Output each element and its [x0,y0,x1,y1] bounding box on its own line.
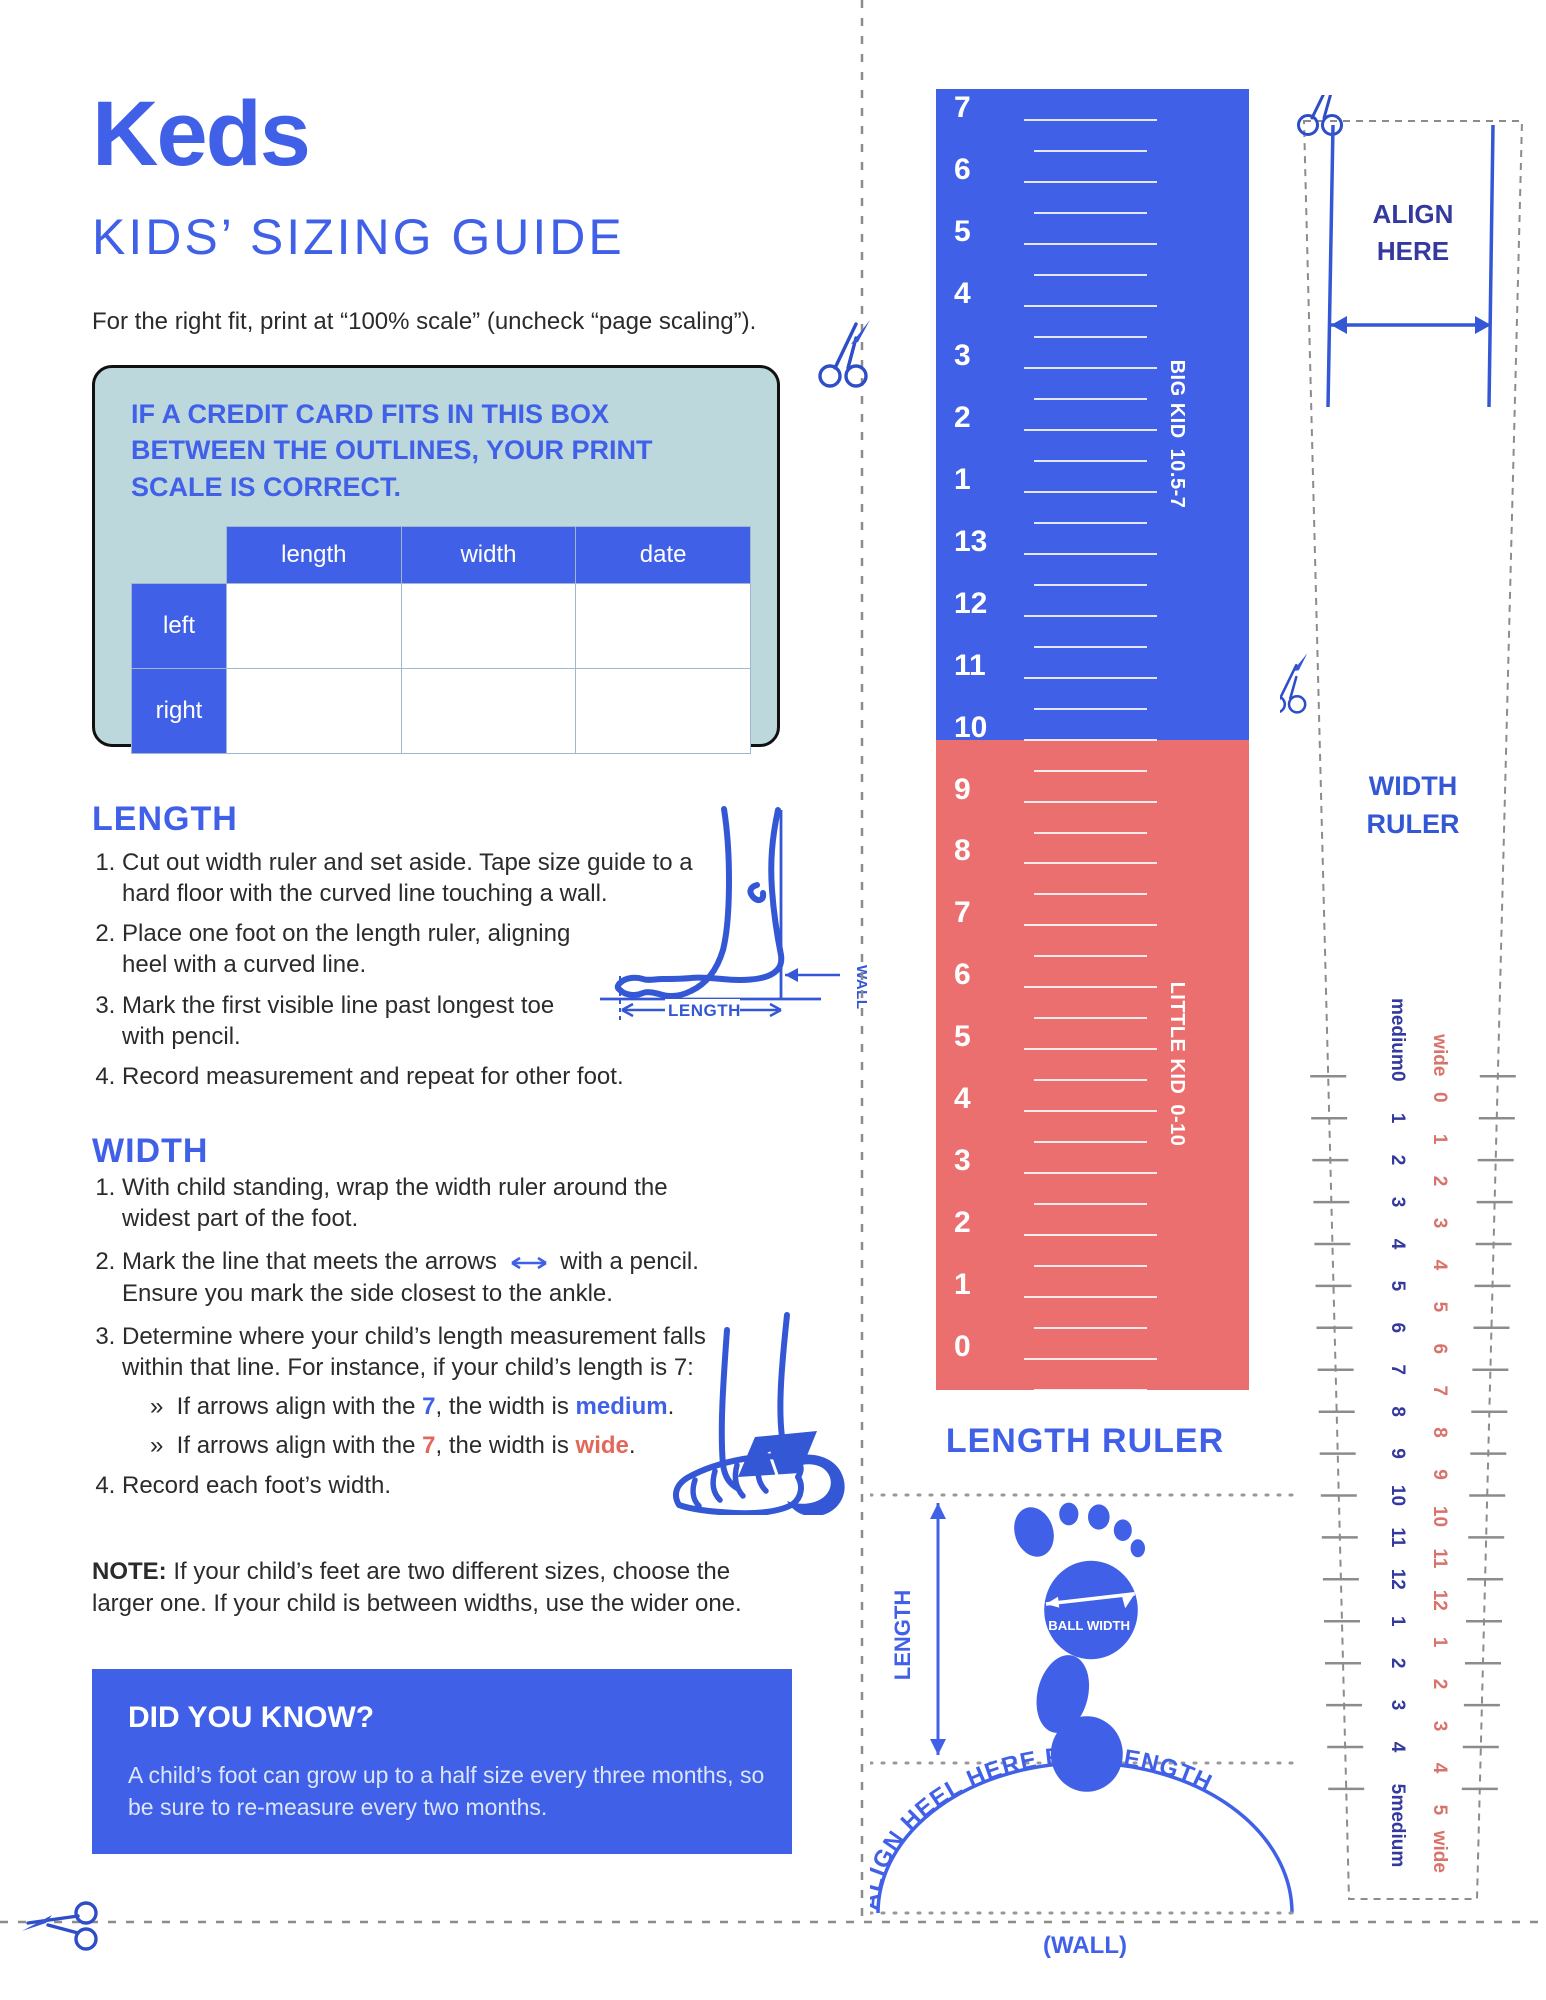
svg-text:1: 1 [1387,1113,1408,1124]
svg-text:3: 3 [1429,1721,1450,1732]
svg-text:LENGTH: LENGTH [890,1590,915,1680]
svg-text:3: 3 [1429,1218,1450,1229]
svg-text:BALL WIDTH: BALL WIDTH [1048,1618,1130,1633]
svg-text:12: 12 [1387,1569,1408,1590]
svg-text:RULER: RULER [1367,809,1460,839]
svg-text:0: 0 [1429,1092,1450,1103]
svg-text:medium: medium [1387,1794,1408,1867]
svg-text:12: 12 [1429,1590,1450,1611]
svg-text:4: 4 [1387,1742,1408,1753]
svg-text:6: 6 [1387,1323,1408,1334]
svg-text:9: 9 [1429,1469,1450,1480]
svg-text:WIDTH: WIDTH [1369,771,1457,801]
svg-text:5: 5 [1387,1784,1408,1795]
svg-text:11: 11 [1429,1548,1450,1569]
svg-text:4: 4 [1387,1239,1408,1250]
svg-text:10: 10 [1429,1506,1450,1527]
svg-text:7: 7 [1387,1364,1408,1375]
svg-text:7: 7 [1429,1385,1450,1396]
svg-text:3: 3 [1387,1700,1408,1711]
svg-text:5: 5 [1429,1805,1450,1816]
svg-text:ALIGN: ALIGN [1373,199,1454,229]
svg-text:4: 4 [1429,1260,1450,1271]
svg-text:wide: wide [1429,1830,1450,1873]
svg-text:6: 6 [1429,1344,1450,1355]
svg-text:0: 0 [1387,1071,1408,1082]
svg-text:LENGTH: LENGTH [668,1001,741,1020]
svg-text:5: 5 [1387,1281,1408,1292]
svg-text:9: 9 [1387,1448,1408,1459]
svg-text:HERE: HERE [1377,236,1449,266]
svg-text:2: 2 [1429,1679,1450,1690]
svg-text:5: 5 [1429,1302,1450,1313]
svg-text:(WALL): (WALL) [1043,1932,1127,1959]
svg-text:4: 4 [1429,1763,1450,1774]
svg-text:1: 1 [1387,1616,1408,1627]
svg-text:10: 10 [1387,1485,1408,1506]
svg-text:8: 8 [1387,1406,1408,1417]
svg-text:1: 1 [1429,1134,1450,1145]
svg-text:11: 11 [1387,1527,1408,1548]
svg-text:1: 1 [1429,1637,1450,1648]
svg-text:3: 3 [1387,1197,1408,1208]
svg-text:medium: medium [1387,998,1408,1071]
svg-text:wide: wide [1429,1033,1450,1076]
svg-text:2: 2 [1429,1176,1450,1187]
svg-text:8: 8 [1429,1427,1450,1438]
svg-text:2: 2 [1387,1155,1408,1166]
svg-text:2: 2 [1387,1658,1408,1669]
